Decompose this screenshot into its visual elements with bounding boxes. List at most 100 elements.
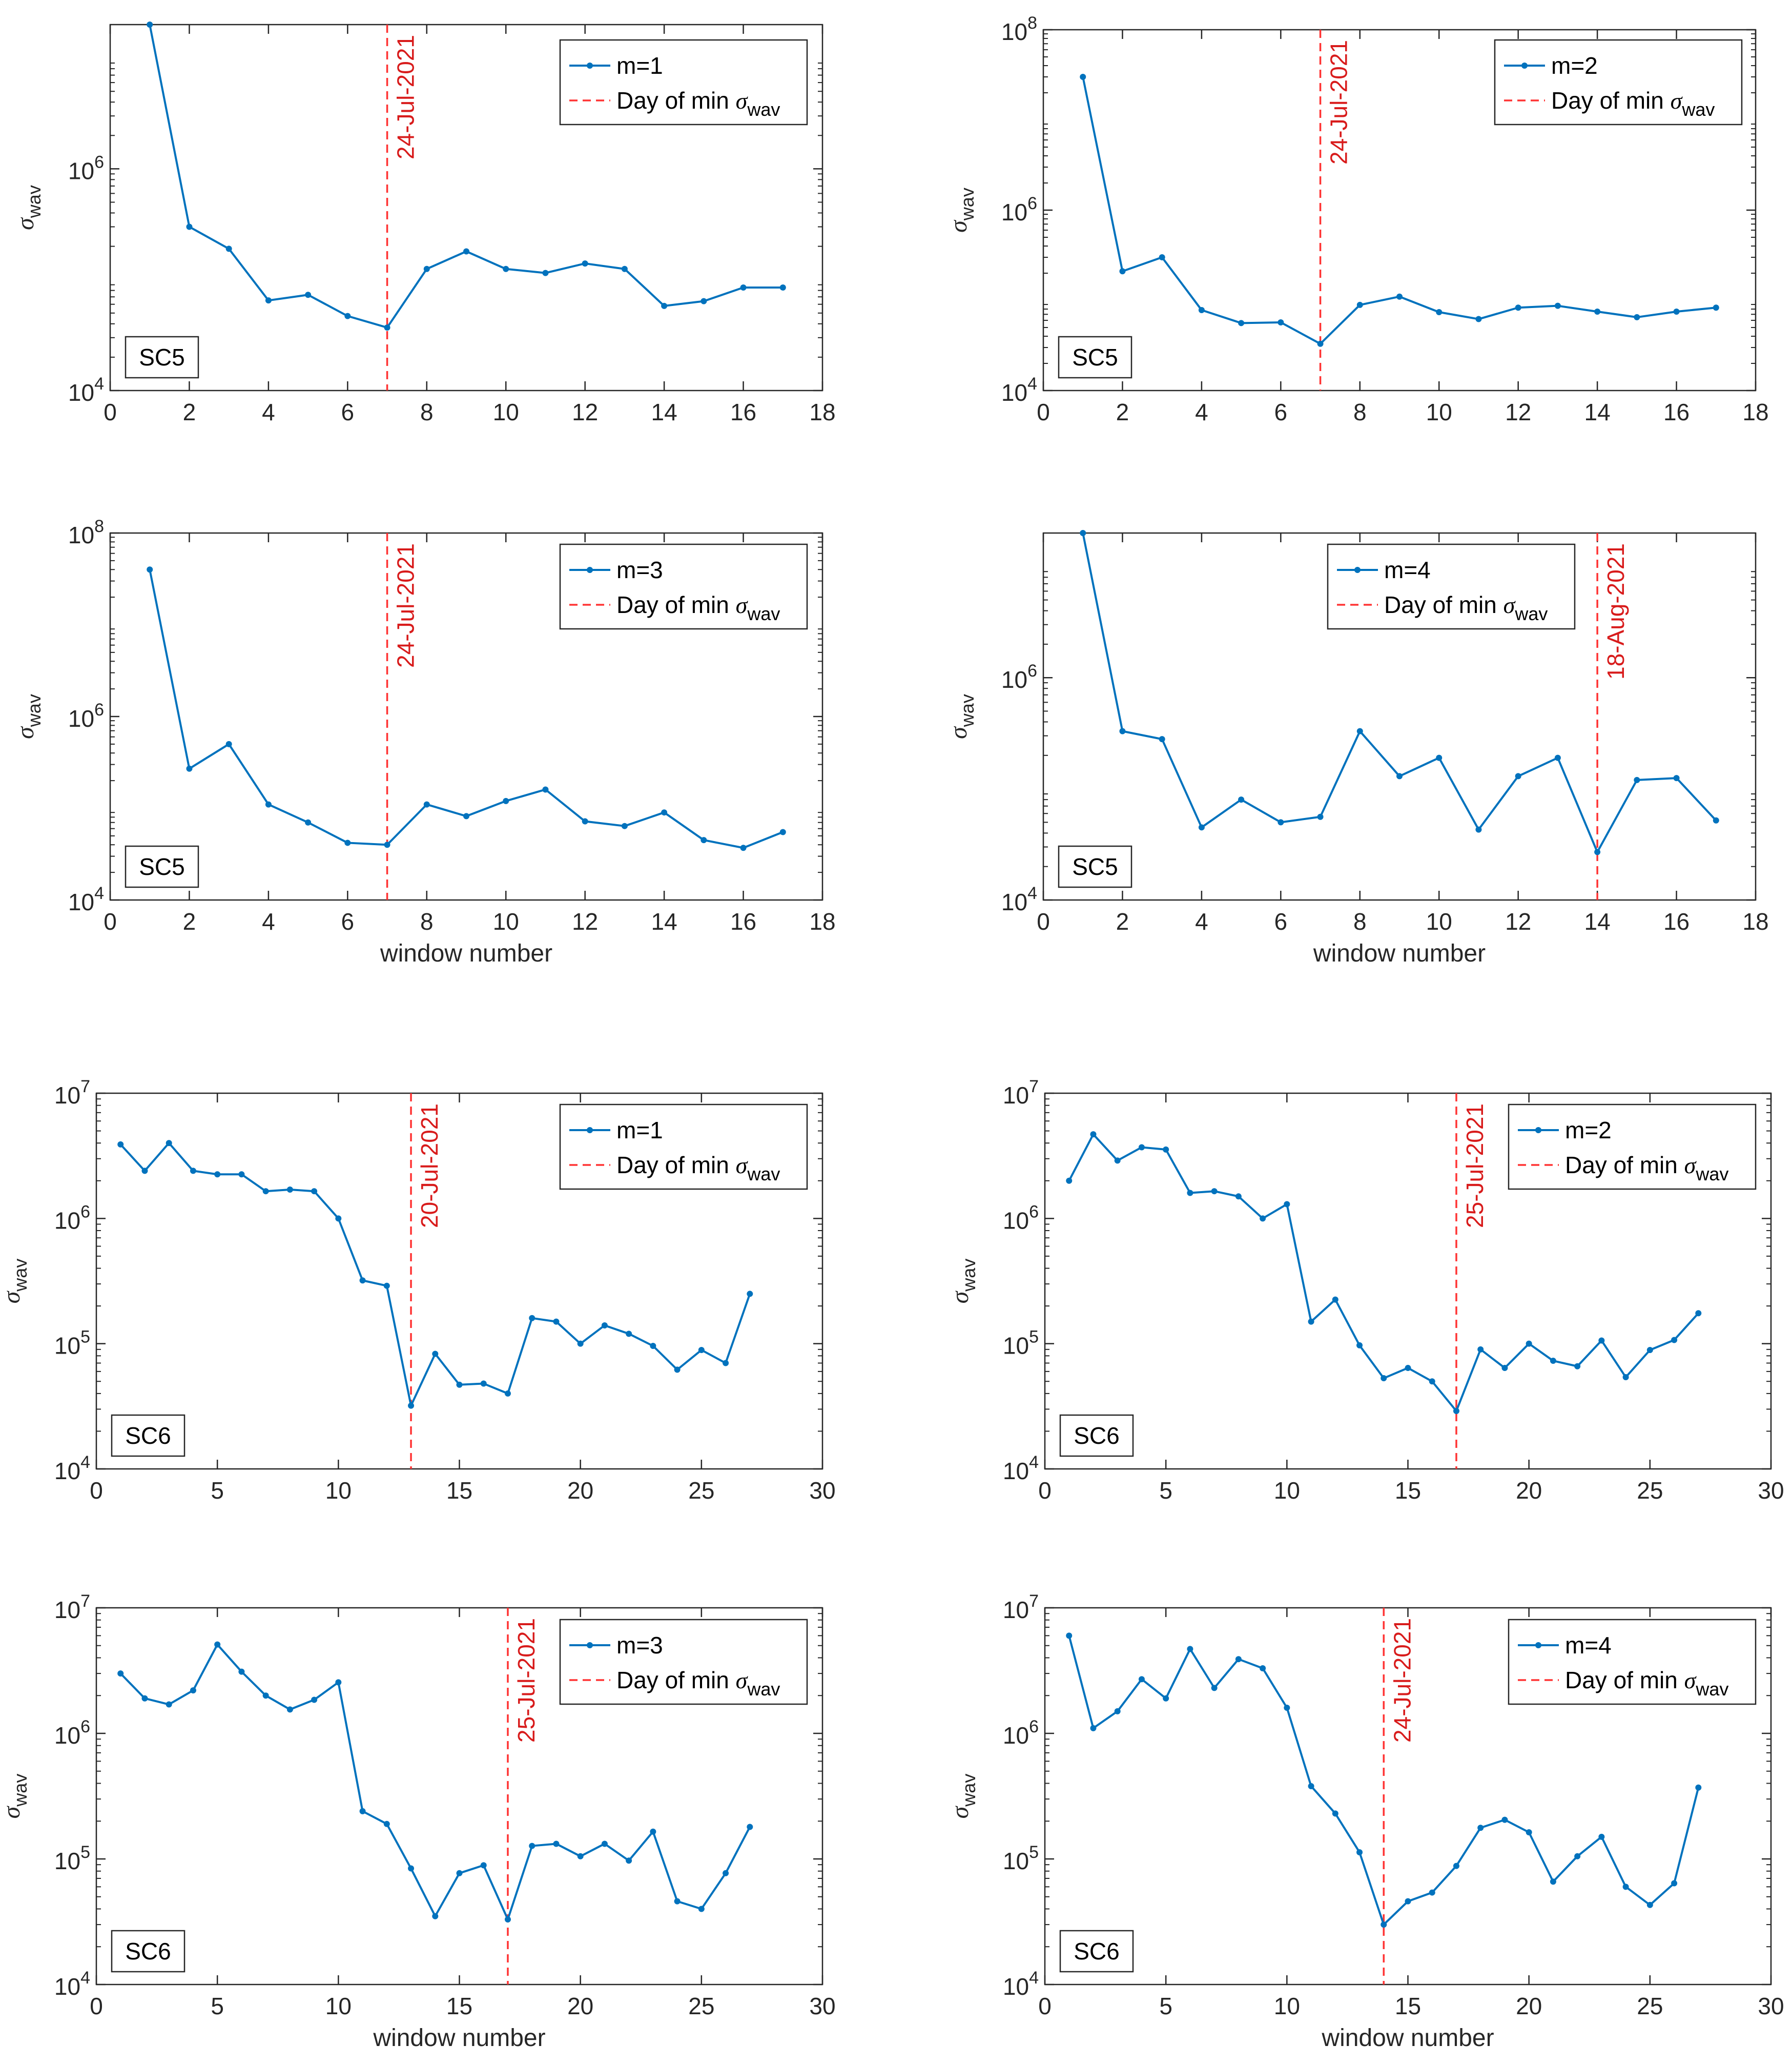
x-tick-label: 4 bbox=[262, 399, 275, 425]
legend-min-label: Day of min σwav bbox=[1551, 87, 1715, 120]
station-label: SC5 bbox=[1072, 344, 1118, 371]
x-tick-label: 8 bbox=[1353, 908, 1367, 935]
x-tick-label: 0 bbox=[90, 1993, 103, 2019]
y-tick-label: 104 bbox=[1003, 1968, 1039, 2000]
x-tick-label: 5 bbox=[211, 1993, 224, 2019]
legend-box bbox=[559, 543, 808, 630]
x-tick-label: 2 bbox=[1116, 399, 1129, 425]
y-tick-label: 105 bbox=[54, 1327, 90, 1359]
data-point bbox=[117, 1670, 124, 1677]
x-tick-label: 4 bbox=[1195, 908, 1208, 935]
data-point bbox=[650, 1828, 656, 1835]
x-tick-label: 25 bbox=[1637, 1477, 1663, 1504]
x-tick-label: 0 bbox=[1038, 1477, 1052, 1504]
x-tick-label: 0 bbox=[104, 908, 117, 935]
data-point bbox=[214, 1171, 221, 1178]
data-point bbox=[1235, 1193, 1242, 1200]
data-point bbox=[190, 1687, 196, 1694]
x-axis-label: window number bbox=[373, 2024, 545, 2052]
chart-panel-7: 104 105 106 107 0 5 10 15 20 25 30 window number σwa… bbox=[0, 1591, 836, 2052]
data-point bbox=[1198, 824, 1205, 831]
legend-series-label: m=2 bbox=[1551, 52, 1598, 79]
x-tick-label: 18 bbox=[1742, 399, 1768, 425]
y-tick-label: 104 bbox=[1001, 884, 1037, 915]
y-axis-label: σwav bbox=[12, 694, 45, 739]
x-tick-label: 8 bbox=[420, 399, 434, 425]
minor-ticks bbox=[110, 537, 822, 873]
y-tick-label: 106 bbox=[54, 1717, 90, 1749]
data-point bbox=[147, 566, 153, 573]
legend: m=2 Day of min σwav bbox=[1494, 39, 1743, 126]
data-point bbox=[1713, 817, 1719, 824]
legend-series-marker bbox=[1354, 567, 1361, 573]
chart-panel-2: 104 106 108 0 2 4 6 8 10 12 14 16 18 σwav 24-Jul-2021 S… bbox=[945, 13, 1769, 425]
station-label: SC6 bbox=[125, 1422, 171, 1449]
data-point bbox=[1080, 74, 1086, 80]
legend-series-marker bbox=[1521, 63, 1528, 69]
data-point bbox=[408, 1865, 415, 1872]
data-point bbox=[723, 1870, 729, 1876]
data-point bbox=[779, 284, 786, 291]
legend-box bbox=[1508, 1619, 1757, 1705]
data-point bbox=[1381, 1375, 1387, 1382]
legend-series-label: m=4 bbox=[1565, 1632, 1612, 1659]
min-day-date-label: 25-Jul-2021 bbox=[513, 1618, 540, 1743]
x-tick-label: 25 bbox=[1637, 1993, 1663, 2019]
data-point bbox=[383, 1820, 390, 1827]
data-point bbox=[747, 1291, 753, 1297]
legend-box bbox=[559, 39, 808, 126]
data-point bbox=[1634, 776, 1640, 783]
x-tick-label: 12 bbox=[572, 399, 598, 425]
x-tick-label: 15 bbox=[1395, 1477, 1421, 1504]
x-tick-label: 30 bbox=[1758, 1993, 1784, 2019]
y-tick-label: 105 bbox=[1003, 1843, 1039, 1874]
data-point bbox=[1356, 1342, 1363, 1348]
data-point bbox=[265, 297, 272, 304]
x-tick-label: 15 bbox=[1395, 1993, 1421, 2019]
data-point bbox=[141, 1168, 148, 1174]
data-point bbox=[1187, 1190, 1193, 1196]
data-point bbox=[1356, 728, 1363, 734]
legend-box bbox=[1508, 1103, 1757, 1190]
station-label: SC6 bbox=[1074, 1422, 1119, 1449]
data-point bbox=[1187, 1646, 1193, 1652]
data-point bbox=[1598, 1337, 1605, 1344]
legend-min-label: Day of min σwav bbox=[1384, 591, 1548, 624]
data-point bbox=[1066, 1632, 1073, 1639]
data-point bbox=[344, 313, 351, 319]
y-tick-label: 108 bbox=[1001, 13, 1037, 45]
data-point bbox=[265, 801, 272, 808]
data-point bbox=[1501, 1365, 1508, 1372]
data-point bbox=[1381, 1921, 1387, 1928]
data-point bbox=[1695, 1310, 1702, 1317]
data-point bbox=[504, 1916, 511, 1922]
y-tick-label: 104 bbox=[68, 884, 104, 915]
x-axis-label: window number bbox=[380, 940, 552, 967]
data-point bbox=[262, 1692, 269, 1699]
data-point bbox=[1475, 826, 1482, 833]
x-axis-label: window number bbox=[1313, 940, 1486, 967]
legend-min-label: Day of min σwav bbox=[616, 87, 780, 120]
data-point bbox=[1477, 1825, 1484, 1831]
data-point bbox=[147, 22, 153, 28]
legend: m=4 Day of min σwav bbox=[1508, 1619, 1757, 1705]
data-point bbox=[1198, 306, 1205, 313]
legend-series-marker bbox=[587, 1127, 593, 1133]
legend-series-label: m=1 bbox=[616, 1117, 663, 1143]
data-point bbox=[384, 842, 390, 848]
data-point bbox=[503, 797, 509, 804]
data-point bbox=[383, 1282, 390, 1289]
data-point bbox=[529, 1843, 535, 1849]
y-tick-label: 108 bbox=[68, 517, 104, 548]
x-tick-label: 18 bbox=[809, 399, 835, 425]
data-point bbox=[661, 809, 668, 816]
data-point bbox=[1159, 254, 1165, 261]
data-point bbox=[456, 1870, 463, 1876]
legend-series-marker bbox=[587, 63, 593, 69]
data-point bbox=[1260, 1665, 1266, 1671]
x-tick-label: 10 bbox=[1426, 908, 1452, 935]
station-label-box bbox=[111, 1930, 186, 1973]
data-point bbox=[747, 1824, 753, 1830]
data-point bbox=[1356, 301, 1363, 308]
